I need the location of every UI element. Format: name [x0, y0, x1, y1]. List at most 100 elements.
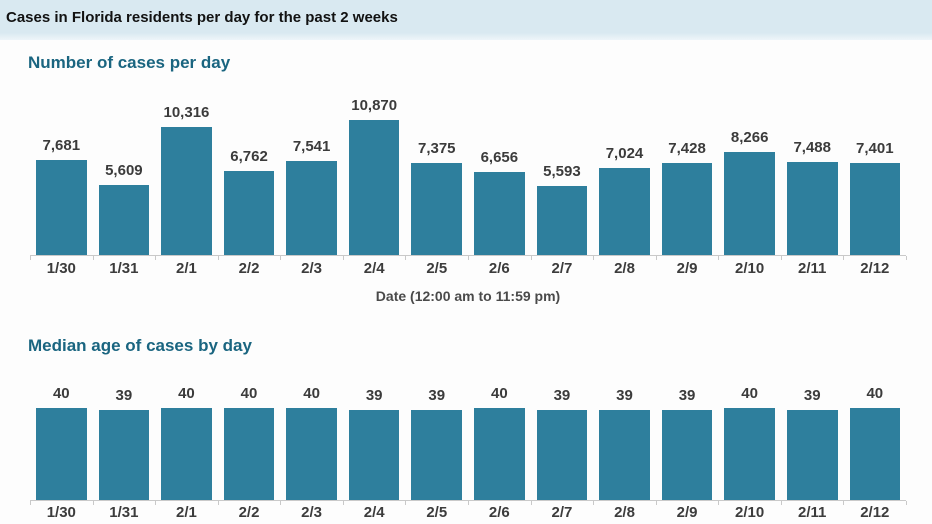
bar-value-label: 40 [741, 385, 758, 402]
bar-cell: 40 [218, 385, 281, 500]
bar-value-label: 39 [678, 387, 696, 404]
bar [599, 410, 650, 500]
x-tick-label: 2/1 [176, 504, 197, 521]
x-tick-label: 2/6 [488, 504, 510, 521]
bar [724, 152, 775, 255]
bar [286, 408, 337, 500]
bar-cell: 39 [593, 387, 656, 500]
x-tick-label: 2/4 [363, 504, 385, 521]
axis-tick [780, 256, 782, 260]
bar-value-label: 40 [490, 385, 508, 402]
bar [411, 163, 463, 255]
x-axis-title: Date (12:00 am to 11:59 pm) [375, 288, 561, 304]
x-tick-label: 2/7 [551, 504, 573, 521]
axis-tick [843, 256, 845, 260]
bar-cell: 40 [718, 385, 781, 500]
x-tick-label: 2/9 [676, 504, 698, 521]
axis-tick [718, 501, 720, 505]
axis-tick [530, 501, 532, 505]
bar-cell: 39 [343, 387, 406, 500]
bar-cell: 7,488 [781, 120, 844, 255]
bar-cell: 6,656 [468, 120, 531, 255]
bar [411, 410, 463, 500]
bar-cell: 7,375 [405, 120, 468, 255]
bar-cell: 5,609 [93, 120, 156, 255]
bar-value-label: 7,428 [668, 140, 706, 157]
bar-cell: 39 [405, 387, 468, 500]
bar-value-label: 39 [553, 387, 571, 404]
bar-value-label: 40 [240, 385, 258, 402]
x-tick-label: 2/10 [735, 260, 765, 277]
bar [724, 408, 775, 500]
bar-value-label: 7,401 [856, 140, 894, 157]
bar-cell: 7,541 [280, 120, 343, 255]
axis-tick [217, 501, 219, 505]
axis-tick [468, 501, 469, 505]
axis-tick [30, 501, 31, 505]
bar [223, 171, 275, 255]
bar-cell: 7,401 [844, 120, 907, 255]
bar-value-label: 39 [428, 387, 446, 404]
bar-cell: 7,024 [593, 120, 656, 255]
x-tick-label: 1/30 [46, 504, 76, 521]
x-tick-label: 2/1 [176, 260, 197, 277]
bar [36, 160, 87, 255]
bar-value-label: 40 [178, 385, 195, 402]
bar-value-label: 7,681 [42, 137, 81, 154]
x-tick-label: 1/31 [109, 504, 139, 521]
plot-area-cases: 7,681 5,609 10,316 6,762 7,541 10,870 7,375 6,6… [30, 97, 907, 260]
bar [348, 410, 400, 500]
bar [474, 408, 525, 500]
axis-tick [155, 501, 157, 505]
bar-cell: 40 [468, 385, 531, 500]
bar-value-label: 10,316 [163, 104, 210, 121]
axis-tick [342, 501, 344, 505]
x-tick-label: 2/4 [363, 260, 385, 277]
bar-value-label: 40 [303, 385, 320, 402]
bar-cell: 39 [656, 387, 719, 500]
bar-cell: 39 [93, 387, 156, 500]
bar [98, 410, 150, 500]
bar-value-label: 40 [866, 385, 884, 402]
x-tick-label: 2/12 [860, 260, 890, 277]
axis-tick [593, 256, 595, 260]
chart-title: Number of cases per day [28, 53, 231, 72]
bar [786, 162, 838, 255]
bar-value-label: 7,488 [793, 139, 831, 156]
bar-cell: 7,681 [30, 120, 93, 255]
bar-cell: 40 [155, 385, 218, 500]
bar-cell: 39 [531, 387, 594, 500]
x-tick-label: 2/8 [614, 504, 635, 521]
bar [599, 168, 650, 255]
chart-title: Median age of cases by day [28, 336, 252, 355]
axis-tick [593, 501, 595, 505]
x-tick-label: 2/11 [798, 260, 827, 277]
bar [36, 408, 87, 500]
bar-cell: 10,870 [343, 97, 406, 255]
bar [286, 161, 337, 255]
axis-tick [906, 256, 907, 260]
bar [661, 410, 713, 500]
axis-tick [280, 501, 282, 505]
x-tick-label: 1/30 [46, 260, 76, 277]
bar-cell: 5,593 [531, 120, 594, 255]
axis-tick [718, 256, 720, 260]
bar-value-label: 39 [365, 387, 383, 404]
x-tick-label: 2/5 [426, 504, 448, 521]
bar-cell: 10,316 [155, 104, 218, 255]
x-tick-label: 1/31 [109, 260, 139, 277]
bar [348, 120, 400, 255]
bar-value-label: 39 [616, 387, 633, 404]
bar-value-label: 5,593 [543, 163, 581, 180]
axis-tick [468, 256, 469, 260]
bar [536, 186, 588, 255]
axis-tick [342, 256, 344, 260]
axis-tick [405, 501, 407, 505]
bar-cell: 8,266 [718, 120, 781, 255]
axis-tick [405, 256, 407, 260]
x-tick-label: 2/8 [614, 260, 635, 277]
x-tick-label: 2/3 [301, 260, 323, 277]
bar-value-label: 39 [803, 387, 821, 404]
x-axis-tick-labels: 1/30 1/31 2/1 2/2 2/3 2/4 2/5 2/6 2/7 2/8 2/9 2/10 2… [30, 260, 906, 278]
